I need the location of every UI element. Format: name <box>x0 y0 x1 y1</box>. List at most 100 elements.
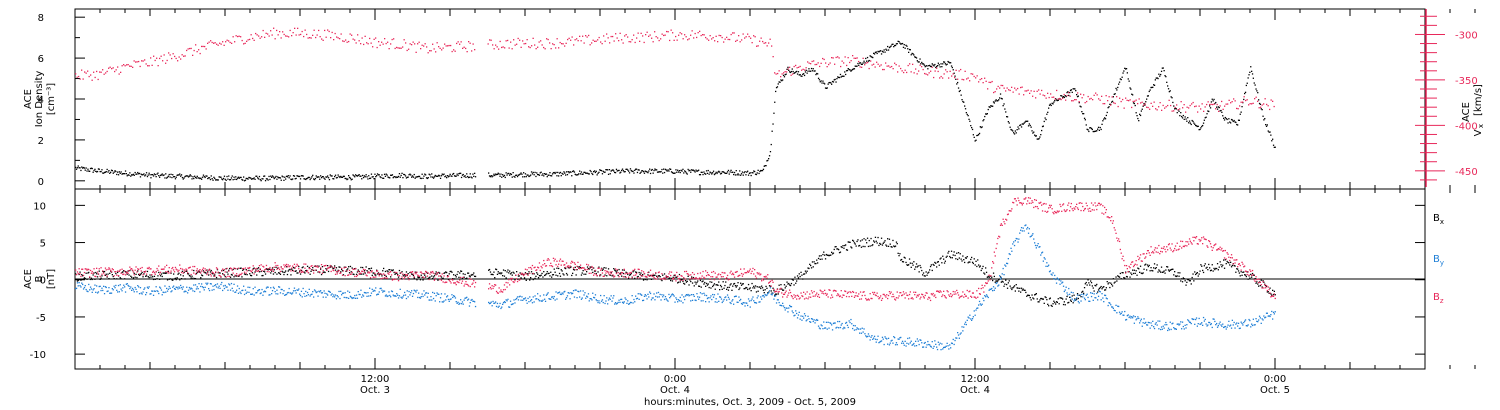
density-point <box>673 172 675 174</box>
bx-point <box>989 275 991 278</box>
velocity-point <box>510 41 512 43</box>
bx-point <box>922 272 925 274</box>
bx-point <box>532 278 534 281</box>
by-point <box>428 299 430 301</box>
density-point <box>131 174 134 176</box>
velocity-point <box>1027 89 1029 91</box>
bx-point <box>590 266 592 268</box>
velocity-point <box>1024 90 1026 92</box>
by-point <box>746 302 748 304</box>
density-point <box>378 174 380 176</box>
bx-point <box>1143 268 1145 270</box>
by-point <box>329 291 331 293</box>
by-point <box>838 320 841 323</box>
bx-point <box>1102 286 1104 289</box>
density-point <box>1121 76 1123 78</box>
velocity-point <box>396 46 398 49</box>
velocity-point <box>460 41 462 43</box>
density-point <box>472 173 474 175</box>
bx-point <box>824 258 827 260</box>
bx-point <box>1119 272 1121 275</box>
density-point <box>580 171 583 173</box>
bx-point <box>1091 285 1093 287</box>
by-point <box>1016 238 1018 240</box>
by-point <box>646 298 648 300</box>
velocity-point <box>967 77 969 79</box>
by-point <box>751 298 753 300</box>
density-point <box>882 51 884 53</box>
bx-point <box>336 271 338 273</box>
density-point <box>557 171 559 174</box>
density-point <box>625 168 627 170</box>
velocity-point <box>919 64 921 66</box>
velocity-point <box>397 47 399 49</box>
bx-point <box>420 274 422 276</box>
by-point <box>225 286 227 288</box>
bx-point <box>780 284 782 286</box>
density-point <box>933 65 935 67</box>
density-point <box>1233 119 1235 122</box>
by-point <box>847 326 849 329</box>
by-point <box>790 306 793 308</box>
velocity-point <box>316 34 318 36</box>
density-point <box>1194 123 1196 125</box>
by-point <box>244 289 247 291</box>
velocity-point <box>796 67 798 69</box>
velocity-point <box>199 52 201 55</box>
bx-point <box>962 255 964 257</box>
density-point <box>676 171 678 173</box>
velocity-point <box>180 58 182 60</box>
velocity-point <box>612 35 614 38</box>
velocity-point <box>904 69 906 71</box>
density-point <box>784 74 786 76</box>
density-point <box>508 172 510 175</box>
bx-point <box>1023 289 1025 291</box>
bx-point <box>627 273 629 276</box>
by-point <box>494 302 496 304</box>
bx-point <box>473 272 475 274</box>
bx-point <box>341 268 343 271</box>
density-point <box>971 128 974 131</box>
density-point <box>583 171 585 173</box>
density-point <box>761 169 764 172</box>
by-point <box>322 296 324 298</box>
bx-point <box>439 272 441 274</box>
velocity-point <box>1035 97 1037 99</box>
bx-point <box>697 280 699 282</box>
density-point <box>803 74 806 77</box>
by-point <box>330 294 332 296</box>
by-point <box>1032 233 1034 235</box>
bx-point <box>926 274 928 276</box>
by-point <box>1110 304 1112 306</box>
bx-point <box>678 273 681 276</box>
density-point <box>880 50 882 52</box>
density-point <box>1055 99 1058 101</box>
by-point <box>1073 300 1075 302</box>
density-point <box>390 174 392 176</box>
bx-point <box>770 290 772 292</box>
by-point <box>640 293 642 296</box>
bx-point <box>139 274 142 276</box>
velocity-point <box>492 44 494 46</box>
bx-point <box>994 281 996 283</box>
bx-point <box>1100 285 1102 288</box>
velocity-point <box>1258 107 1260 109</box>
bx-point <box>874 236 877 238</box>
density-point <box>205 175 207 177</box>
by-point <box>649 291 651 293</box>
density-point <box>432 177 435 179</box>
density-point <box>1139 113 1141 115</box>
density-point <box>675 169 677 171</box>
density-point <box>440 175 443 177</box>
density-point <box>983 119 985 121</box>
by-point <box>1053 278 1055 280</box>
by-point <box>203 289 205 291</box>
bx-point <box>448 273 450 275</box>
density-point <box>873 53 876 55</box>
by-point <box>652 297 654 299</box>
by-point <box>278 286 281 288</box>
velocity-point <box>873 63 875 65</box>
density-point <box>338 175 340 178</box>
bx-point <box>1001 280 1003 282</box>
bx-point <box>508 272 510 274</box>
